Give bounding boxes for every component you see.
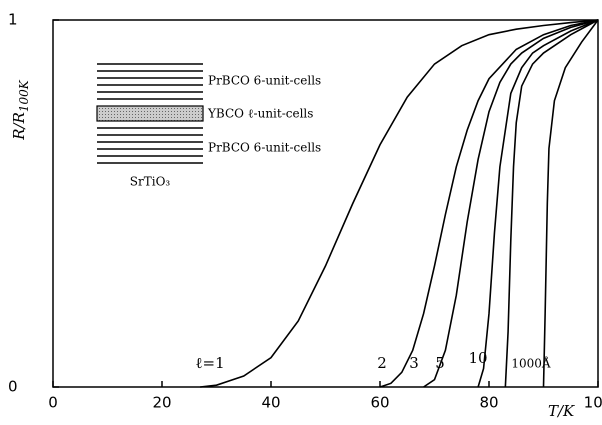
inset-label: PrBCO 6-unit-cells bbox=[208, 141, 321, 155]
x-tick-label: 80 bbox=[479, 394, 498, 412]
curve bbox=[200, 19, 599, 388]
y-axis-label-sub: 100K bbox=[17, 79, 31, 112]
x-tick-label: 40 bbox=[261, 394, 280, 412]
x-tick-label: 100 bbox=[584, 394, 602, 412]
inset-label: PrBCO 6-unit-cells bbox=[208, 74, 321, 88]
curve bbox=[542, 19, 599, 388]
curve-label: 5 bbox=[435, 354, 445, 372]
y-axis-label: R/R100K bbox=[10, 79, 31, 141]
plot-frame bbox=[52, 19, 599, 388]
curve-label: 3 bbox=[409, 354, 419, 372]
x-axis-label: T/K bbox=[548, 402, 575, 420]
curve bbox=[423, 19, 599, 388]
curve-label: 1000Å bbox=[511, 356, 551, 371]
curve bbox=[504, 19, 599, 388]
inset: PrBCO 6-unit-cells YBCO ℓ-unit-cells PrB… bbox=[96, 63, 321, 189]
inset-label: YBCO ℓ-unit-cells bbox=[207, 107, 313, 121]
y-tick-label: 0 bbox=[8, 378, 18, 396]
x-tick-label: 0 bbox=[48, 394, 58, 412]
curve-label: 10 bbox=[468, 349, 487, 367]
curve-label: 2 bbox=[377, 354, 387, 372]
curve-label: ℓ=1 bbox=[195, 354, 224, 372]
inset-label: SrTiO₃ bbox=[130, 175, 171, 189]
y-tick-label: 1 bbox=[8, 11, 18, 29]
y-axis-label-main: R/R bbox=[10, 112, 28, 141]
curve bbox=[477, 19, 599, 388]
x-tick-label: 20 bbox=[152, 394, 171, 412]
x-tick-label: 60 bbox=[370, 394, 389, 412]
curve bbox=[379, 19, 599, 388]
